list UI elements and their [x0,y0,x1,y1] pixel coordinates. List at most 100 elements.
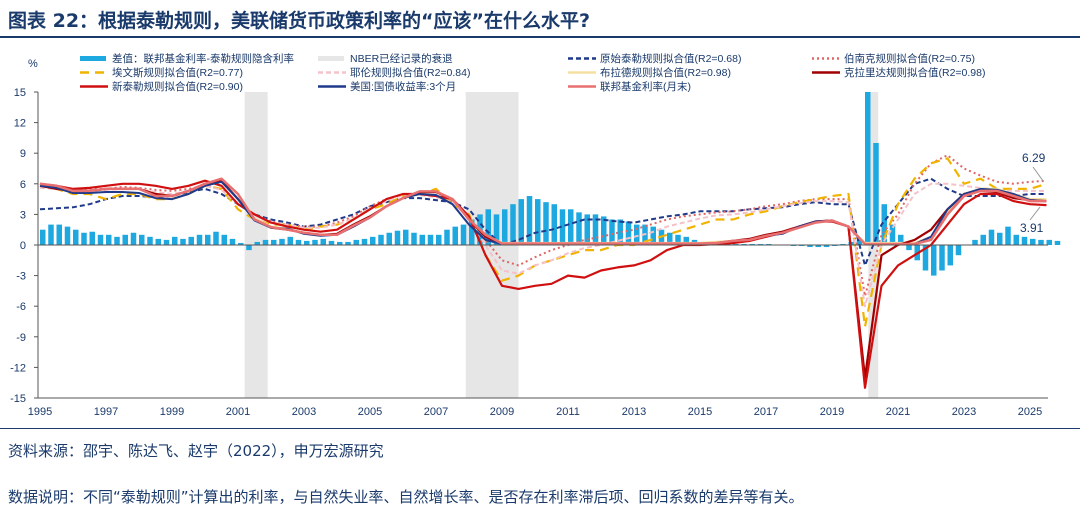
spread-bar [493,214,500,245]
y-tick-label: 15 [14,87,26,99]
spread-bar [436,234,442,245]
spread-bar [254,241,260,245]
spread-bar [64,226,71,245]
spread-bar [988,229,995,245]
spread-bar [163,239,170,245]
source-text: 资料来源：邵宇、陈达飞、赵宇（2022），申万宏源研究 [8,442,384,460]
x-tick-label: 2015 [688,406,712,418]
spread-bar [551,204,557,245]
x-tick-label: 1997 [94,406,118,418]
y-tick-label: -15 [10,393,26,405]
spread-bar [757,243,764,245]
spread-bar [625,221,632,245]
spread-bar [535,199,541,245]
spread-bar [832,245,838,247]
y-tick-label: -9 [16,332,26,344]
x-tick-label: 2001 [226,406,250,418]
spread-bar [1038,239,1044,245]
series-lines [39,154,1047,389]
spread-bar [898,234,904,245]
y-tick-label: -3 [16,271,26,283]
chart: 差值：联邦基金利率-泰勒规则隐含利率 NBER已经记录的衰退 原始泰勒规则拟合值(R… [10,52,1061,418]
spread-bar [180,238,186,245]
spread-bar [147,236,153,245]
y-tick-label: -6 [16,301,26,313]
y-tick-label: 12 [14,118,26,130]
spread-bar [370,236,376,245]
spread-bar [205,234,211,245]
spread-bar [518,199,524,245]
x-tick-label: 2023 [952,406,976,418]
x-tick-label: 2003 [292,406,316,418]
y-tick-label: 9 [20,148,26,160]
legend-label: 克拉里达规则拟合值(R2=0.98) [844,66,985,79]
spread-bar [749,243,755,245]
x-tick-label: 2021 [886,406,910,418]
spread-bar [568,209,574,245]
spread-bar [865,92,871,245]
spread-bar [295,239,302,245]
spread-bar [56,224,62,245]
spread-bar [460,224,467,245]
spread-bar [172,236,178,245]
spread-bar [419,234,425,245]
x-tick-label: 2017 [754,406,778,418]
legend: 差值：联邦基金利率-泰勒规则隐含利率 NBER已经记录的衰退 原始泰勒规则拟合值(R… [80,52,985,93]
spread-bar [1046,239,1052,245]
spread-bar [766,243,772,245]
legend-swatch [318,56,344,61]
spread-bar [675,234,681,245]
spread-bar [81,232,87,245]
x-tick-label: 2013 [622,406,646,418]
spread-bar [394,230,401,245]
spread-bar [155,238,161,245]
legend-swatch [80,56,106,61]
spread-bar [790,245,797,247]
series-line [39,179,1047,389]
spread-bar [823,245,830,248]
spread-bar [881,204,887,245]
legend-label: 新泰勒规则拟合值(R2=0.90) [112,80,243,93]
spread-bar [229,238,236,245]
spread-bar [378,234,384,245]
spread-bar [634,224,640,245]
spread-bar [576,212,582,245]
spread-bar [667,232,673,245]
spread-bar [873,143,879,245]
spread-bar [1030,238,1036,245]
annotation-leader [1032,166,1044,182]
spread-bar [906,245,912,251]
x-tick-label: 1999 [160,406,184,418]
spread-bar [617,219,623,245]
legend-label: 耶伦规则拟合值(R2=0.84) [350,66,470,79]
spread-bars [40,92,1061,276]
y-tick-label: 6 [20,179,26,191]
spread-bar [304,240,310,245]
spread-bar [40,229,46,245]
legend-label: NBER已经记录的衰退 [350,52,453,65]
spread-bar [592,214,599,245]
spread-bar [840,243,846,245]
spread-bar [584,214,590,245]
spread-bar [955,245,962,256]
spread-bar [733,243,739,245]
annotations: 6.29 3.91 [1020,151,1046,235]
spread-bar [411,232,417,245]
spread-bar [320,238,326,245]
spread-bar [931,245,937,276]
spread-bar [246,245,252,251]
spread-bar [609,219,615,245]
spread-bar [980,234,986,245]
spread-bar [889,224,896,245]
spread-bar [279,238,285,245]
spread-bar [815,245,821,248]
figure-title: 图表 22：根据泰勒规则，美联储货币政策利率的“应该”在什么水平? [8,10,591,32]
annotation-label: 6.29 [1022,151,1046,165]
spread-bar [139,234,145,245]
spread-bar [650,226,656,245]
spread-bar [106,234,112,245]
spread-bar [130,232,137,245]
series-line [39,182,1047,308]
